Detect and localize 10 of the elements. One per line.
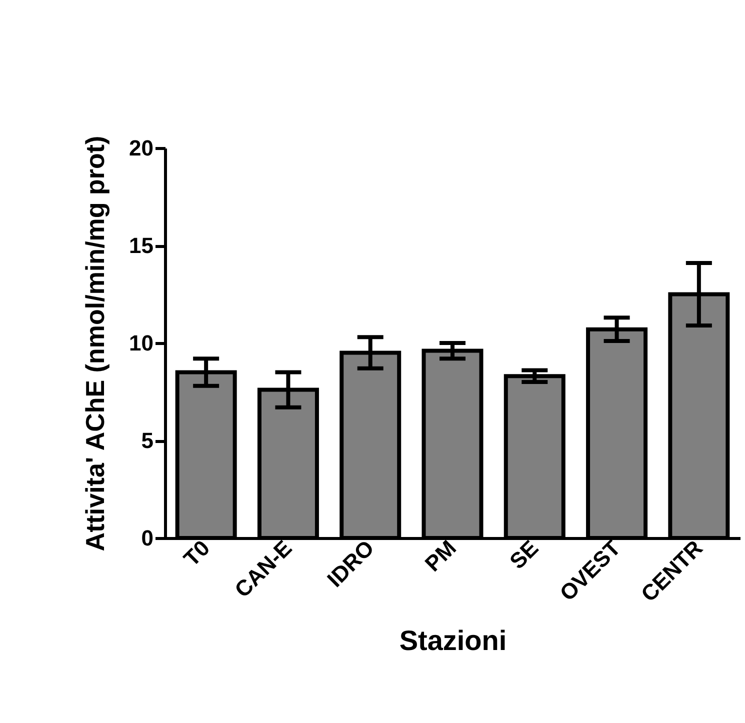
x-tick-label: T0 [178, 535, 215, 572]
y-tick-label: 10 [129, 330, 154, 356]
y-axis-title: Attivita' AChE (nmol/min/mg prot) [80, 136, 110, 552]
x-axis-title: Stazioni [399, 624, 507, 656]
x-tick-label: PM [420, 535, 461, 576]
x-tick-label: SE [504, 535, 544, 574]
y-tick-label: 15 [129, 233, 154, 258]
y-tick-label: 20 [129, 136, 154, 160]
y-tick-label: 0 [141, 526, 154, 550]
y-tick-label: 5 [141, 428, 154, 453]
